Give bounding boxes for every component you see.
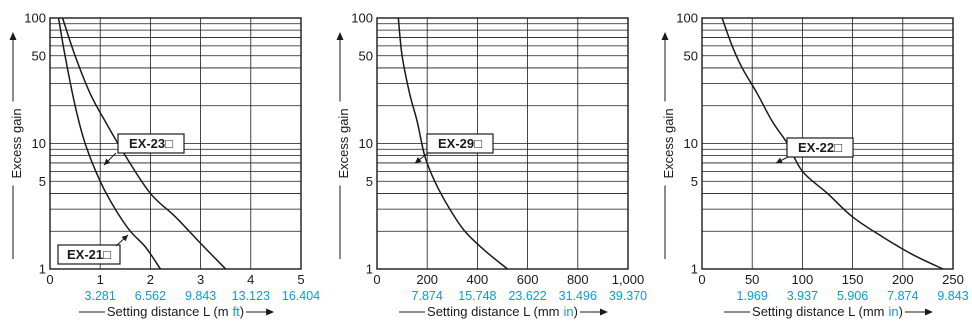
y-axis-title: Excess gain: [661, 108, 676, 178]
series-label-arrowhead: [104, 158, 111, 165]
x-tick-label: 5: [297, 272, 304, 287]
x-tick-label-alt: 39.370: [609, 289, 647, 303]
series-line-ex23: [61, 17, 227, 270]
x-axis-title: Setting distance L (mm in): [752, 304, 903, 319]
x-axis-title-close: ): [240, 304, 244, 319]
x-tick-label-alt: 7.874: [412, 289, 443, 303]
y-tick-label: 50: [32, 48, 46, 63]
x-axis-title-alt-unit: in: [564, 304, 574, 319]
chart-panel-2: 1 5 10 50 100 Excess gain 0 200 400 600 800 1,000 7.…: [336, 11, 647, 320]
x-tick-label-alt: 15.748: [458, 289, 496, 303]
x-tick-label-alt: 31.496: [559, 289, 597, 303]
y-tick-label: 10: [684, 136, 698, 151]
y-tick-label: 1: [366, 262, 373, 277]
y-tick-label: 5: [39, 174, 46, 189]
x-tick-label: 100: [792, 272, 814, 287]
series-label-arrowhead: [121, 235, 128, 242]
series-label: EX-29□: [438, 136, 482, 151]
y-tick-label: 100: [24, 11, 46, 26]
y-tick-label: 50: [359, 48, 373, 63]
x-axis-title-close: ): [574, 304, 578, 319]
series-label-box: [426, 133, 494, 154]
x-axis-arrowhead: [599, 308, 608, 316]
x-tick-label-alt: 9.843: [937, 289, 968, 303]
series-label: EX-22□: [798, 140, 842, 155]
y-axis-arrowhead: [336, 32, 344, 40]
x-axis-title: Setting distance L (m ft): [107, 304, 244, 319]
x-tick-label: 1: [97, 272, 104, 287]
x-axis-arrowhead: [924, 308, 933, 316]
y-tick-label: 5: [691, 174, 698, 189]
plot-frame: [376, 17, 629, 270]
series-label-box: [57, 244, 121, 265]
x-tick-label: 200: [892, 272, 914, 287]
x-axis-title-close: ): [899, 304, 903, 319]
plot-frame: [701, 17, 954, 270]
series-label-box: [117, 133, 185, 154]
x-axis-title-main: Setting distance L (mm: [752, 304, 884, 319]
y-tick-label: 10: [359, 136, 373, 151]
x-tick-label-alt: 3.937: [787, 289, 818, 303]
x-tick-label-alt: 9.843: [185, 289, 216, 303]
x-tick-label: 0: [373, 272, 380, 287]
x-tick-label: 150: [842, 272, 864, 287]
x-tick-label: 0: [46, 272, 53, 287]
x-tick-label: 0: [698, 272, 705, 287]
y-axis-title: Excess gain: [336, 108, 351, 178]
x-axis-title-alt-unit: in: [889, 304, 899, 319]
x-tick-label-alt: 1.969: [737, 289, 768, 303]
x-tick-label-alt: 13.123: [232, 289, 270, 303]
x-tick-label-alt: 5.906: [837, 289, 868, 303]
x-tick-label: 2: [147, 272, 154, 287]
y-axis-arrowhead: [9, 32, 17, 40]
x-tick-label-alt: 6.562: [135, 289, 166, 303]
series-label-arrowhead: [776, 157, 783, 163]
x-tick-label-alt: 7.874: [887, 289, 918, 303]
x-tick-label: 400: [467, 272, 489, 287]
y-tick-label: 1: [39, 262, 46, 277]
y-tick-label: 5: [366, 174, 373, 189]
chart-panel-3: 1 5 10 50 100 Excess gain 0 50 100 150 200 250 1.969…: [661, 11, 969, 320]
x-tick-label: 50: [745, 272, 759, 287]
y-tick-label: 10: [32, 136, 46, 151]
y-tick-label: 100: [351, 11, 373, 26]
x-axis-title-alt-unit: ft: [233, 304, 241, 319]
x-tick-label-alt: 23.622: [508, 289, 546, 303]
x-tick-label: 250: [942, 272, 964, 287]
x-axis-title-main: Setting distance L (mm: [427, 304, 559, 319]
y-axis-title: Excess gain: [9, 108, 24, 178]
plot-frame: [49, 17, 302, 270]
y-tick-label: 100: [676, 11, 698, 26]
series-label-arrowhead: [415, 156, 422, 163]
x-tick-label: 4: [247, 272, 254, 287]
x-tick-label: 200: [416, 272, 438, 287]
y-axis-arrowhead: [661, 32, 669, 40]
series-label: EX-21□: [67, 247, 111, 262]
x-tick-label: 3: [197, 272, 204, 287]
x-axis-title: Setting distance L (mm in): [427, 304, 578, 319]
x-axis-arrowhead: [266, 308, 275, 316]
x-axis-title-main: Setting distance L (m: [107, 304, 229, 319]
x-tick-label: 600: [517, 272, 539, 287]
series-line-ex21: [57, 17, 162, 270]
series-label-box: [786, 137, 854, 158]
x-tick-label: 1,000: [612, 272, 645, 287]
x-tick-label-alt: 16.404: [282, 289, 320, 303]
series-label: EX-23□: [129, 136, 173, 151]
x-tick-label-alt: 3.281: [85, 289, 116, 303]
y-tick-label: 50: [684, 48, 698, 63]
y-tick-label: 1: [691, 262, 698, 277]
series-line-ex29: [397, 17, 508, 270]
x-tick-label: 800: [567, 272, 589, 287]
